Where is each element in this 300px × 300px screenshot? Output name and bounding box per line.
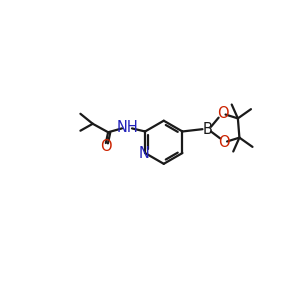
Text: B: B bbox=[203, 122, 213, 137]
Text: O: O bbox=[218, 135, 230, 150]
Text: N: N bbox=[139, 146, 150, 160]
Text: NH: NH bbox=[116, 120, 138, 135]
Text: O: O bbox=[217, 106, 228, 121]
Text: O: O bbox=[100, 140, 112, 154]
